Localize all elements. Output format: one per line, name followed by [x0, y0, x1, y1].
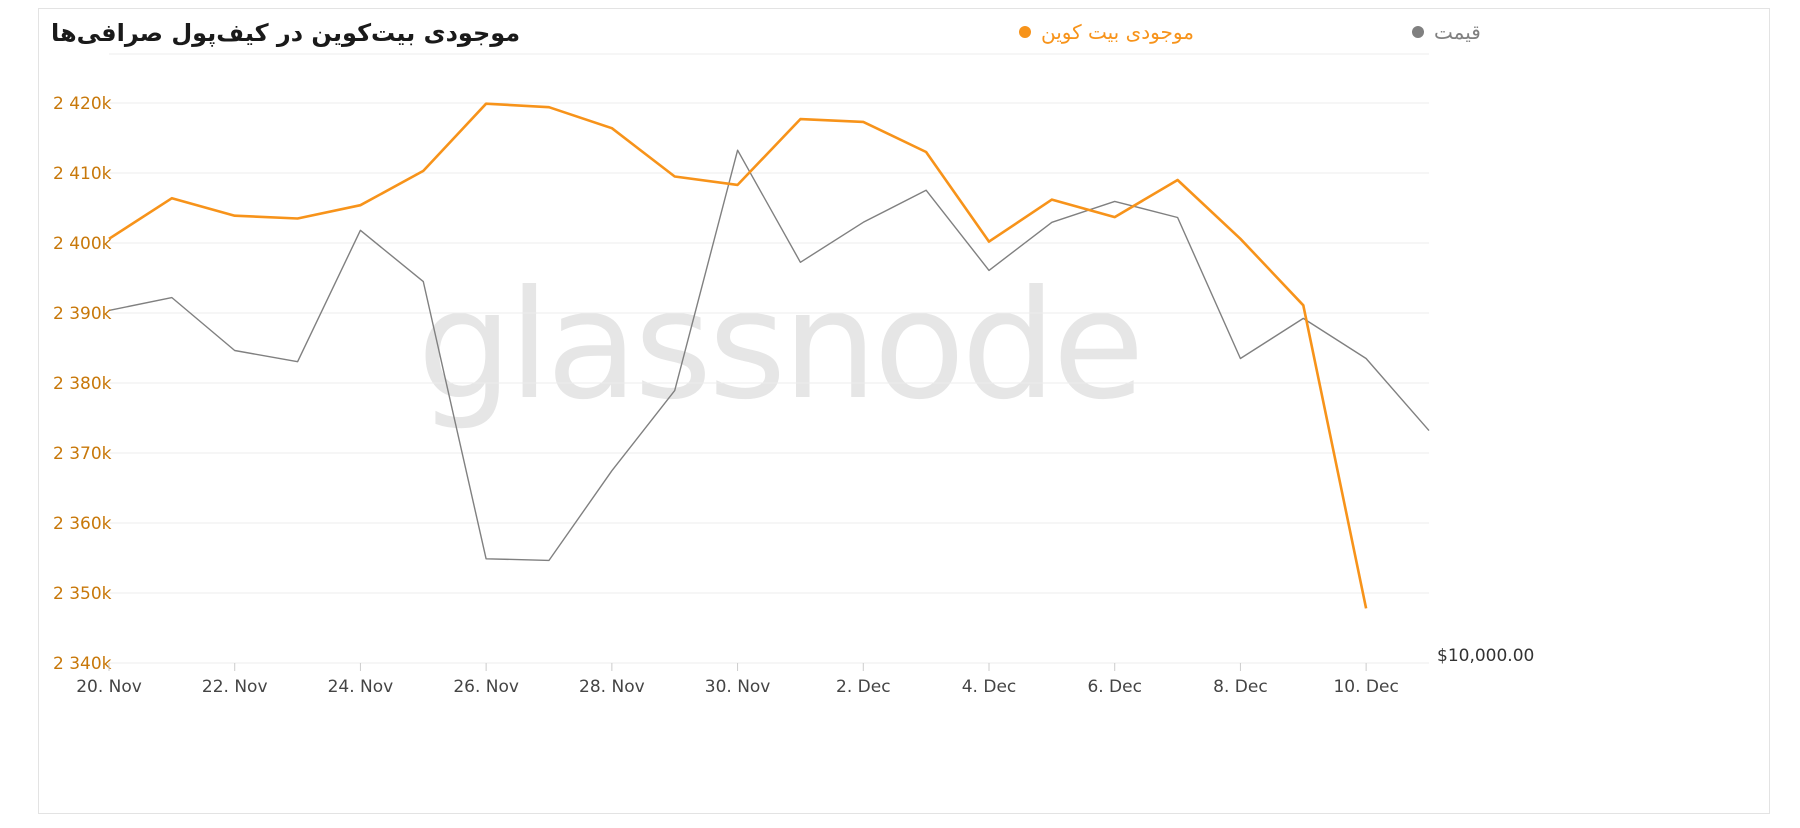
x-tick-label: 6. Dec: [1087, 677, 1142, 697]
y-tick-label: 2 390k: [53, 304, 112, 324]
x-tick-label: 24. Nov: [328, 677, 394, 697]
x-tick-label: 8. Dec: [1213, 677, 1268, 697]
series-btc-line: [108, 102, 1368, 609]
chart-frame: glassnode 2 420k 2 410k 2 400k 2 390k 2 380k…: [38, 8, 1770, 814]
y-axis-right-tick: $10,000.00: [1437, 646, 1534, 666]
x-axis: 20. Nov 22. Nov 24. Nov 26. Nov 28. Nov 30. N…: [76, 663, 1399, 697]
x-tick-label: 4. Dec: [962, 677, 1017, 697]
y-tick-label: 2 370k: [53, 444, 112, 464]
y-tick-label: 2 340k: [53, 654, 112, 674]
gridlines: [109, 53, 1429, 664]
y-tick-label: 2 410k: [53, 164, 112, 184]
x-tick-label: 30. Nov: [705, 677, 771, 697]
x-tick-label: 10. Dec: [1333, 677, 1398, 697]
y-tick-label: 2 400k: [53, 234, 112, 254]
legend-btc-label[interactable]: موجودی بیت کوین: [1041, 20, 1194, 44]
chart-title: موجودی بیت‌کوین در کیف‌پول صرافی‌ها: [51, 19, 520, 47]
y-tick-label: 2 380k: [53, 374, 112, 394]
btc-balance-series: [108, 102, 1368, 609]
x-tick-label: 20. Nov: [76, 677, 142, 697]
legend-price-dot: [1412, 26, 1424, 38]
legend: قیمت موجودی بیت کوین: [1019, 20, 1481, 44]
y-axis-left: 2 420k 2 410k 2 400k 2 390k 2 380k 2 370k 2 36…: [53, 94, 112, 674]
x-tick-label: 22. Nov: [202, 677, 268, 697]
price-series: [108, 149, 1430, 562]
series-price-line: [108, 149, 1430, 562]
x-tick-label: 28. Nov: [579, 677, 645, 697]
legend-price-label[interactable]: قیمت: [1434, 20, 1481, 44]
y-tick-label: 2 360k: [53, 514, 112, 534]
x-tick-label: 26. Nov: [453, 677, 519, 697]
y-tick-label: 2 350k: [53, 584, 112, 604]
y-tick-label: 2 420k: [53, 94, 112, 114]
chart: glassnode 2 420k 2 410k 2 400k 2 390k 2 380k…: [51, 19, 1534, 697]
x-tick-label: 2. Dec: [836, 677, 891, 697]
legend-btc-dot: [1019, 26, 1031, 38]
watermark: glassnode: [417, 259, 1140, 433]
